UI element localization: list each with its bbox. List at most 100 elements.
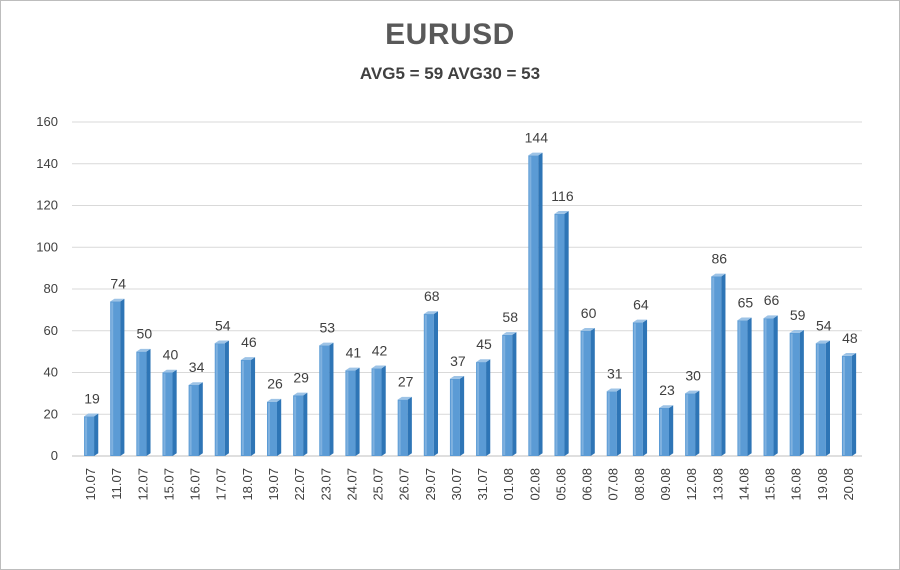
- bar-top: [841, 353, 857, 356]
- bar-top: [423, 311, 438, 315]
- x-tick-label: 10.07: [83, 468, 98, 501]
- bar: [214, 340, 229, 456]
- data-label: 27: [398, 374, 414, 390]
- bar: [580, 327, 595, 456]
- data-label: 34: [189, 359, 205, 375]
- bar-top: [188, 382, 203, 386]
- y-axis-ticks: 0 20 40 60 80 100 120 140 160: [36, 114, 58, 463]
- bar: [502, 332, 517, 456]
- bar-side: [381, 365, 386, 456]
- bar-side: [172, 369, 177, 456]
- bar: [319, 342, 334, 456]
- data-labels: 19 74 50 40 34 54 46 26 29 53 41 42 27 68 37 45 58 144 116…: [84, 129, 858, 406]
- bar-top: [162, 369, 177, 373]
- bar-side: [198, 382, 203, 456]
- x-tick-label: 25.07: [371, 468, 386, 501]
- bar-top: [763, 315, 778, 319]
- data-label: 31: [607, 365, 623, 381]
- data-label: 54: [816, 317, 832, 333]
- bar-front: [188, 385, 199, 456]
- data-label: 40: [163, 347, 179, 363]
- bar-top: [214, 340, 229, 344]
- bar: [554, 211, 569, 456]
- bar: [397, 396, 412, 456]
- bar-top: [449, 375, 465, 379]
- x-axis-ticks: 10.07 11.07 12.07 15.07 16.07 17.07 18.07 19.07…: [83, 468, 856, 501]
- bar-highlight: [450, 379, 453, 455]
- bar-top: [789, 330, 804, 333]
- bar-front: [345, 370, 356, 456]
- data-label: 68: [424, 288, 440, 304]
- bar-front: [606, 391, 617, 456]
- bar-front: [449, 378, 460, 456]
- bar: [737, 317, 752, 456]
- bar-highlight: [398, 400, 401, 455]
- x-tick-label: 19.08: [815, 468, 830, 501]
- x-tick-label: 09.08: [658, 468, 673, 501]
- bar: [162, 369, 177, 456]
- data-label: 86: [711, 250, 727, 266]
- bar-front: [815, 343, 826, 456]
- bar-highlight: [738, 321, 741, 455]
- bar-highlight: [555, 214, 558, 455]
- bar-side: [329, 342, 334, 456]
- bar-side: [94, 413, 99, 456]
- bar-front: [685, 393, 696, 456]
- bar-front: [319, 345, 330, 456]
- bar-highlight: [712, 277, 715, 455]
- gridlines: [72, 121, 862, 457]
- bar: [240, 357, 256, 456]
- data-label: 42: [372, 342, 388, 358]
- bar-front: [711, 276, 722, 456]
- x-tick-label: 16.08: [789, 468, 804, 501]
- bar-top: [606, 388, 621, 392]
- bar-top: [293, 392, 308, 396]
- bar-front: [371, 368, 382, 456]
- bar-top: [110, 298, 125, 302]
- bar-highlight: [633, 323, 636, 455]
- bar-side: [120, 298, 125, 456]
- bar-side: [590, 327, 595, 456]
- bar: [345, 367, 360, 456]
- x-tick-label: 07.08: [606, 468, 621, 501]
- bar: [659, 405, 674, 456]
- bar-side: [433, 311, 438, 456]
- x-tick-label: 15.08: [763, 468, 778, 501]
- bar-front: [136, 351, 147, 456]
- bar-highlight: [111, 302, 114, 455]
- bar-front: [763, 318, 774, 456]
- bar-highlight: [268, 402, 270, 455]
- chart-subtitle: AVG5 = 59 AVG30 = 53: [359, 64, 541, 83]
- x-tick-label: 29.07: [423, 468, 438, 501]
- data-label: 23: [659, 382, 675, 398]
- bar-side: [512, 332, 517, 456]
- data-label: 64: [633, 296, 649, 312]
- bar: [267, 398, 282, 456]
- bar-side: [224, 340, 229, 456]
- bar-front: [214, 343, 225, 456]
- bar: [711, 273, 726, 456]
- x-tick-label: 24.07: [344, 468, 359, 501]
- x-tick-label: 13.08: [710, 468, 725, 501]
- bar: [841, 353, 857, 456]
- data-label: 144: [525, 129, 549, 145]
- bar-highlight: [163, 373, 166, 455]
- data-label: 45: [476, 336, 492, 352]
- bar-front: [397, 399, 408, 456]
- bar-top: [371, 365, 386, 369]
- bar-top: [397, 396, 412, 400]
- bar-front: [423, 314, 434, 456]
- bar-top: [84, 413, 99, 417]
- bar-top: [632, 319, 648, 323]
- bar: [528, 152, 543, 456]
- x-tick-label: 23.07: [318, 468, 333, 501]
- bar-side: [564, 211, 569, 456]
- bar-front: [528, 155, 539, 456]
- bar: [136, 348, 151, 456]
- x-tick-label: 14.08: [736, 468, 751, 501]
- bar-front: [240, 359, 251, 456]
- bar: [815, 340, 830, 456]
- bar-top: [554, 211, 569, 214]
- bar: [188, 382, 203, 456]
